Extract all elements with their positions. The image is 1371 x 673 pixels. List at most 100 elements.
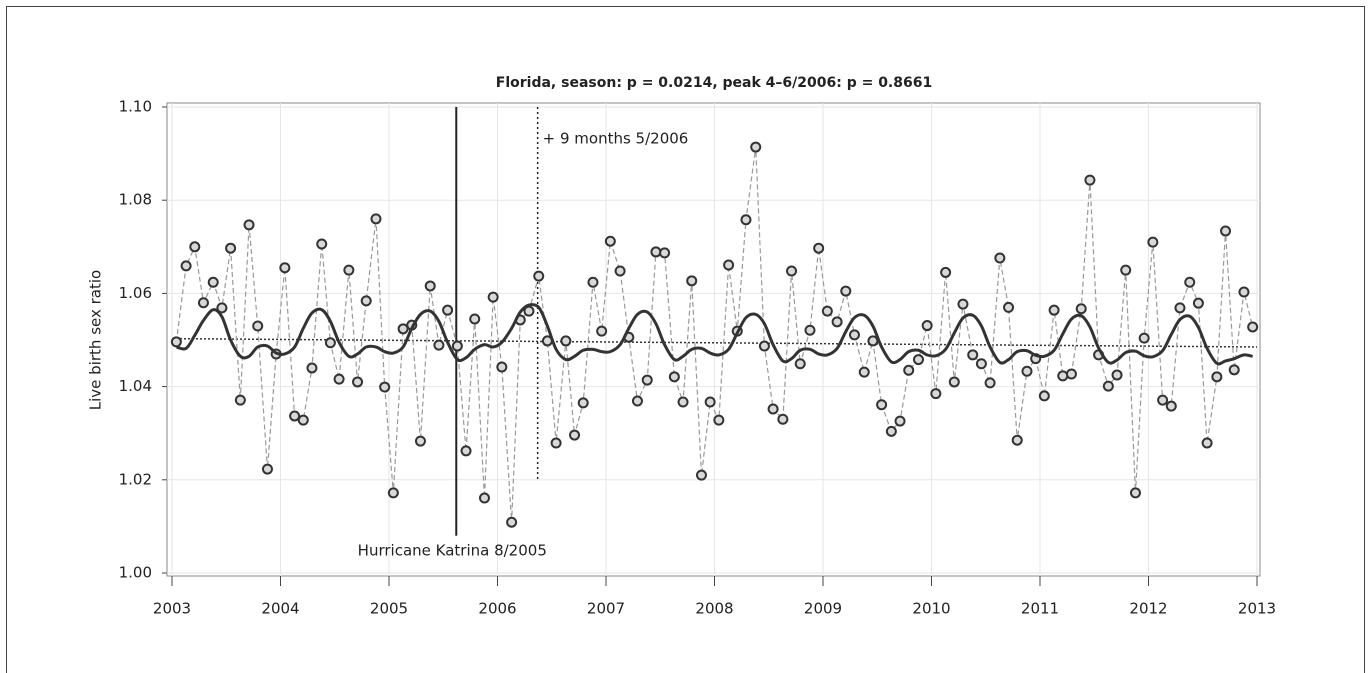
data-point [668, 371, 680, 383]
data-point [641, 374, 653, 386]
chart-title: Florida, season: p = 0.0214, peak 4–6/20… [496, 75, 932, 91]
data-point [677, 396, 689, 408]
x-tick-label: 2011 [1021, 600, 1059, 618]
data-point [1021, 365, 1033, 377]
data-point [967, 349, 979, 361]
data-point [750, 141, 762, 153]
data-point [243, 219, 255, 231]
data-point [306, 362, 318, 374]
data-point [360, 295, 372, 307]
y-axis-label: Live birth sex ratio [87, 270, 105, 410]
data-point [1165, 400, 1177, 412]
data-point [207, 276, 219, 288]
data-point [533, 270, 545, 282]
data-point [506, 516, 518, 528]
data-point [821, 305, 833, 317]
data-point [1011, 434, 1023, 446]
annotation: Hurricane Katrina 8/2005 [358, 542, 547, 560]
y-tick-label: 1.08 [119, 191, 152, 209]
data-point [189, 241, 201, 253]
data-point [1084, 174, 1096, 186]
data-point [1147, 236, 1159, 248]
data-point [442, 304, 454, 316]
data-point [912, 354, 924, 366]
data-point [1201, 437, 1213, 449]
data-point [758, 340, 770, 352]
data-point [424, 280, 436, 292]
x-tick-label: 2003 [153, 600, 191, 618]
y-tick-label: 1.10 [119, 98, 152, 116]
data-point [885, 425, 897, 437]
data-point [1247, 321, 1259, 333]
data-point [433, 339, 445, 351]
data-point [343, 264, 355, 276]
annotation: + 9 months 5/2006 [543, 130, 689, 148]
data-point [631, 395, 643, 407]
data-point [794, 358, 806, 370]
data-point [1238, 286, 1250, 298]
x-tick-label: 2013 [1238, 600, 1276, 618]
data-point [695, 469, 707, 481]
data-point [975, 358, 987, 370]
data-point [1102, 380, 1114, 392]
data-point [1211, 371, 1223, 383]
data-point [1111, 369, 1123, 381]
data-point [831, 316, 843, 328]
data-point [940, 266, 952, 278]
data-point [1157, 394, 1169, 406]
data-point [1129, 487, 1141, 499]
data-point [1065, 368, 1077, 380]
data-point [297, 414, 309, 426]
data-point [289, 410, 301, 422]
data-point [840, 285, 852, 297]
data-point [1003, 301, 1015, 313]
data-point [560, 335, 572, 347]
data-point [577, 397, 589, 409]
x-tick-label: 2005 [370, 600, 408, 618]
data-point [414, 435, 426, 447]
data-point [225, 242, 237, 254]
data-point [1220, 225, 1232, 237]
data-point [1138, 332, 1150, 344]
y-tick-label: 1.04 [119, 377, 152, 395]
data-point [1057, 370, 1069, 382]
data-point [197, 297, 209, 309]
data-point [994, 252, 1006, 264]
data-point [614, 265, 626, 277]
data-point [352, 376, 364, 388]
data-point [813, 242, 825, 254]
data-point [180, 260, 192, 272]
data-point [451, 340, 463, 352]
data-point [1228, 364, 1240, 376]
y-tick-label: 1.00 [119, 564, 152, 582]
data-point [316, 238, 328, 250]
data-point [903, 364, 915, 376]
data-point [397, 323, 409, 335]
data-point [261, 463, 273, 475]
y-tick-label: 1.06 [119, 284, 152, 302]
data-point [460, 445, 472, 457]
data-point [234, 394, 246, 406]
data-point [650, 246, 662, 258]
x-tick-label: 2007 [587, 600, 625, 618]
data-line [175, 146, 1254, 523]
data-point [767, 403, 779, 415]
data-point [867, 335, 879, 347]
fit-line [175, 303, 1253, 366]
data-point [496, 361, 508, 373]
data-point [487, 291, 499, 303]
data-point [1184, 276, 1196, 288]
data-point [1120, 264, 1132, 276]
data-point [379, 381, 391, 393]
plot-frame [166, 102, 1261, 577]
data-point [550, 437, 562, 449]
data-point [1192, 297, 1204, 309]
data-point [252, 320, 264, 332]
data-point [478, 492, 490, 504]
data-point [216, 302, 228, 314]
data-point [587, 276, 599, 288]
data-point [170, 336, 182, 348]
data-point [704, 396, 716, 408]
data-point [523, 305, 535, 317]
data-point [596, 325, 608, 337]
